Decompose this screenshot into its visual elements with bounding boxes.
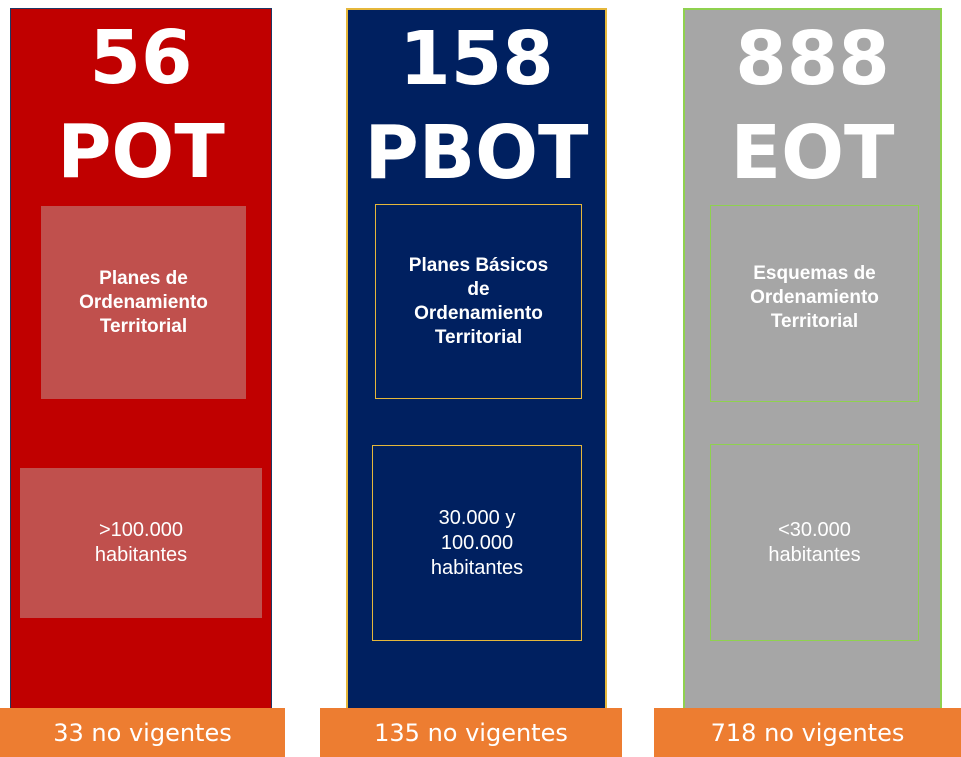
text-line: de bbox=[467, 278, 490, 300]
text-line: Ordenamiento bbox=[79, 291, 208, 313]
footer-label: 718 no vigentes bbox=[654, 708, 961, 757]
description-box: Planes Básicos de Ordenamiento Territorial bbox=[375, 204, 582, 399]
text-line: 100.000 bbox=[440, 531, 514, 554]
text-line: Territorial bbox=[434, 326, 523, 348]
column: 56 POT Planes de Ordenamiento Territorial … bbox=[10, 8, 272, 712]
column: 888 EOT Esquemas de Ordenamiento Territori… bbox=[683, 8, 942, 712]
footer-label: 33 no vigentes bbox=[0, 708, 285, 757]
description-box: Planes de Ordenamiento Territorial bbox=[41, 206, 246, 399]
population-box: >100.000 habitantes bbox=[20, 468, 262, 618]
text-line: habitantes bbox=[94, 544, 188, 566]
text-line: >100.000 bbox=[99, 519, 183, 541]
text-line: Ordenamiento bbox=[750, 287, 879, 308]
text-line: habitantes bbox=[430, 556, 524, 579]
text-line: Esquemas de bbox=[753, 263, 876, 284]
text-line: Planes de bbox=[99, 267, 188, 289]
acronym: POT bbox=[57, 109, 225, 195]
text-line: Ordenamiento bbox=[414, 302, 543, 324]
population-box: <30.000 habitantes bbox=[710, 444, 919, 641]
count: 56 bbox=[89, 15, 193, 101]
count: 888 bbox=[735, 16, 890, 102]
text-line: Territorial bbox=[99, 315, 188, 337]
text-line: habitantes bbox=[768, 543, 861, 566]
column: 158 PBOT Planes Básicos de Ordenamiento Ter… bbox=[346, 8, 607, 712]
text-line: <30.000 bbox=[778, 518, 851, 541]
text-line: 30.000 y bbox=[438, 506, 516, 529]
text-line: Planes Básicos bbox=[408, 254, 549, 276]
acronym: EOT bbox=[730, 110, 895, 196]
description-box: Esquemas de Ordenamiento Territorial bbox=[710, 205, 919, 402]
count: 158 bbox=[399, 16, 554, 102]
text-line: Territorial bbox=[770, 311, 859, 332]
acronym: PBOT bbox=[364, 110, 589, 196]
footer-label: 135 no vigentes bbox=[320, 708, 622, 757]
population-box: 30.000 y 100.000 habitantes bbox=[372, 445, 582, 641]
